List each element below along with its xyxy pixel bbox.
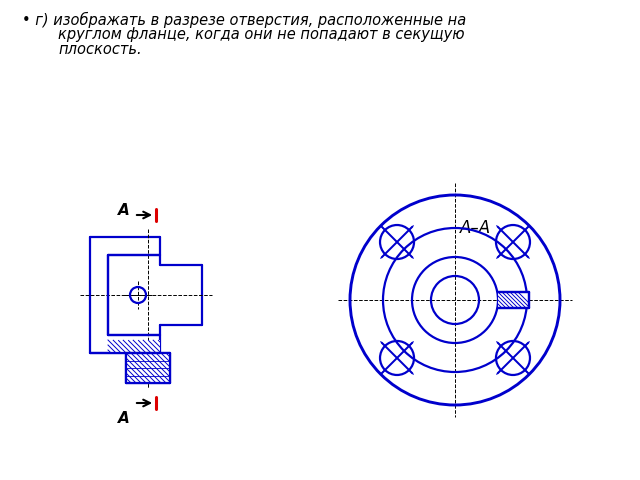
Text: A: A: [118, 203, 130, 218]
Text: круглом фланце, когда они не попадают в секущую: круглом фланце, когда они не попадают в …: [58, 27, 465, 42]
Bar: [108, 340, 160, 353]
Text: • г) изображать в разрезе отверстия, расположенные на: • г) изображать в разрезе отверстия, рас…: [22, 12, 467, 28]
Bar: [126, 353, 170, 383]
Text: A: A: [118, 411, 130, 426]
Text: A–A: A–A: [460, 219, 491, 237]
Text: плоскость.: плоскость.: [58, 42, 141, 57]
Bar: [498, 292, 529, 308]
